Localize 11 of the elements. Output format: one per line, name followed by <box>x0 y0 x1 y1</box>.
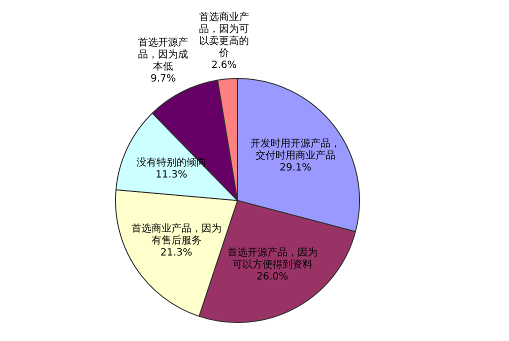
slice-label: 开发时用开源产品，交付时用商业产品 <box>250 137 340 162</box>
slice-label: 首选商业产品，因为有售后服务 <box>131 222 222 246</box>
data-label: 29.1% <box>280 162 312 174</box>
data-label: 9.7% <box>150 74 176 85</box>
data-label: 11.3% <box>155 170 188 181</box>
slice-label: 首选商业产品，因为可以卖更高的价 <box>199 11 250 60</box>
slice-label: 首选开源产品，因为成本低 <box>138 36 188 73</box>
slice-label: 首选开源产品，因为可以方便得到资料 <box>227 246 318 270</box>
data-label: 26.0% <box>256 271 288 282</box>
data-label: 2.6% <box>211 60 237 72</box>
data-label: 21.3% <box>160 247 192 258</box>
